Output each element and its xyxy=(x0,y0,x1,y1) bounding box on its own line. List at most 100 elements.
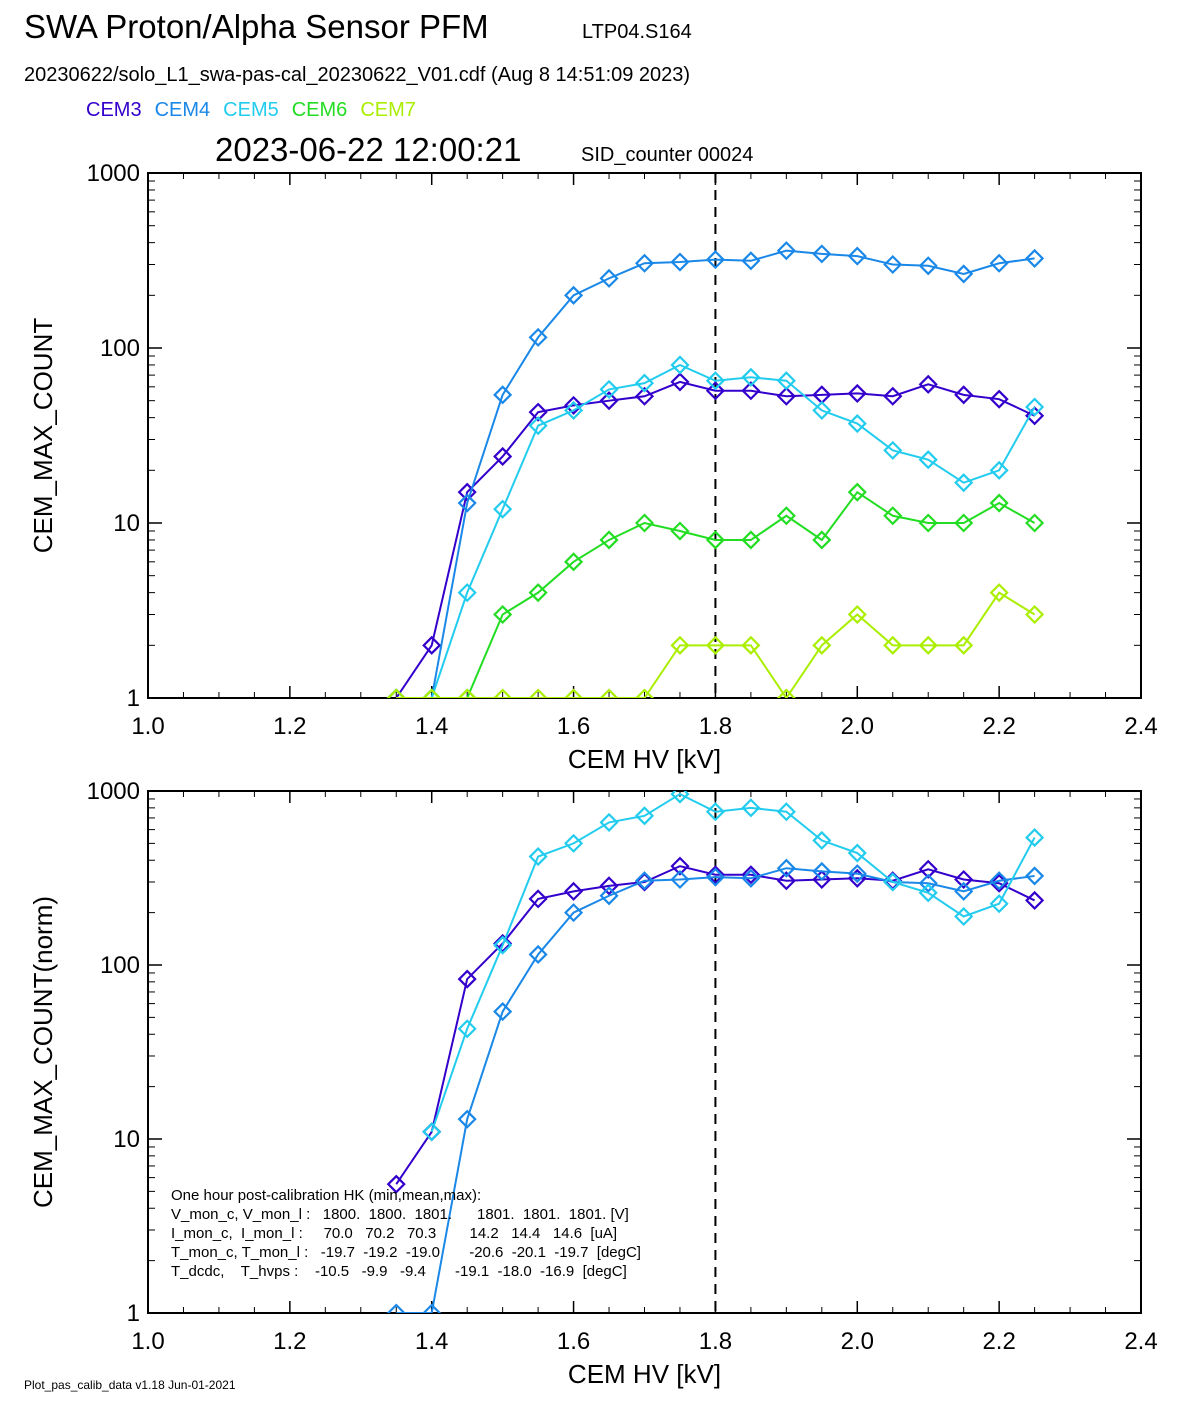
data-point xyxy=(776,871,796,891)
data-point xyxy=(847,414,867,434)
data-point xyxy=(670,355,690,375)
data-point xyxy=(776,858,796,878)
data-point xyxy=(741,251,761,271)
data-point xyxy=(989,871,1009,891)
data-point xyxy=(1025,890,1045,910)
data-point xyxy=(1025,406,1045,426)
data-point xyxy=(989,894,1009,914)
data-point xyxy=(741,381,761,401)
y-tick-label: 10 xyxy=(113,510,140,537)
data-point xyxy=(564,400,584,420)
legend-item-cem7: CEM7 xyxy=(360,99,416,121)
data-point xyxy=(599,379,619,399)
data-point xyxy=(422,1122,442,1142)
x-tick-label: 2.2 xyxy=(982,1328,1015,1355)
page-title: SWA Proton/Alpha Sensor PFM xyxy=(24,8,489,45)
data-point xyxy=(1025,513,1045,533)
footer: Plot_pas_calib_data v1.18 Jun-01-2021 xyxy=(24,1378,236,1392)
data-point xyxy=(918,883,938,903)
data-point xyxy=(989,583,1009,603)
data-point xyxy=(954,869,974,890)
data-point xyxy=(670,252,690,272)
data-point xyxy=(493,935,513,955)
data-point xyxy=(883,635,903,655)
data-point xyxy=(847,604,867,625)
plot-area xyxy=(386,173,1045,698)
data-point xyxy=(812,400,832,420)
data-point xyxy=(457,583,477,603)
x-tick-label: 1.8 xyxy=(699,713,732,740)
data-point xyxy=(528,416,548,436)
data-point xyxy=(812,869,832,890)
chart-cem-max-count: 1.0 1.2 1.4 1.6 1.8 2.0 2.2 2.4 1 10 100 1000 CEM HV… xyxy=(28,160,1158,774)
data-point xyxy=(954,881,974,901)
data-point xyxy=(705,371,725,391)
chart-cem-max-count-norm: 1.0 1.2 1.4 1.6 1.8 2.0 2.2 2.4 1 10 100 1000 CEM HV… xyxy=(28,778,1158,1389)
data-point xyxy=(918,513,938,533)
run-id: LTP04.S164 xyxy=(582,21,692,43)
data-point xyxy=(883,872,903,892)
y-tick-label: 1000 xyxy=(87,778,140,805)
legend-item-cem6: CEM6 xyxy=(291,99,348,121)
y-tick-label: 100 xyxy=(100,335,140,362)
data-point xyxy=(918,873,938,893)
data-point xyxy=(670,635,690,655)
hk-line: V_mon_c, V_mon_l : 1800. 1800. 1801. 180… xyxy=(171,1206,629,1223)
data-point xyxy=(1025,248,1045,268)
data-point xyxy=(564,881,584,901)
data-point xyxy=(705,865,725,885)
data-point xyxy=(670,869,690,890)
data-point xyxy=(883,506,903,526)
data-point xyxy=(493,688,513,698)
x-tick-label: 1.6 xyxy=(557,1328,590,1355)
data-point xyxy=(564,903,584,923)
series-cem7 xyxy=(386,583,1045,698)
data-point xyxy=(386,1303,406,1313)
data-point xyxy=(705,635,725,655)
data-point xyxy=(847,246,867,266)
data-point xyxy=(918,859,938,879)
series-line xyxy=(430,792,1036,1133)
data-point xyxy=(528,688,548,698)
data-point xyxy=(776,386,796,406)
plot-frame xyxy=(147,172,1142,699)
data-point xyxy=(564,395,584,415)
x-tick-label: 2.0 xyxy=(841,713,874,740)
data-point xyxy=(634,386,655,406)
y-axis-label: CEM_MAX_COUNT(norm) xyxy=(28,896,58,1208)
series-cem3 xyxy=(386,856,1045,1194)
data-point xyxy=(634,688,655,698)
x-axis-label: CEM HV [kV] xyxy=(568,1359,721,1389)
data-point xyxy=(386,688,406,698)
x-tick-label: 1.2 xyxy=(273,1328,306,1355)
data-point xyxy=(599,812,619,832)
data-point xyxy=(1025,828,1045,848)
y-tick-label: 10 xyxy=(113,1126,140,1153)
data-point xyxy=(564,285,584,305)
data-point xyxy=(918,374,938,394)
data-point xyxy=(493,1002,513,1022)
data-point xyxy=(528,846,548,867)
data-point xyxy=(528,327,548,347)
data-point xyxy=(457,1019,477,1039)
x-tick-label: 1.4 xyxy=(415,713,448,740)
series-line xyxy=(396,249,1035,698)
data-point xyxy=(776,506,796,526)
plot-area xyxy=(386,791,1045,1313)
data-point xyxy=(564,552,584,572)
data-point xyxy=(705,802,725,822)
x-tick-label: 2.4 xyxy=(1124,1328,1157,1355)
data-point xyxy=(705,530,725,550)
data-point xyxy=(989,389,1009,409)
data-point xyxy=(776,241,796,261)
data-point xyxy=(528,402,548,422)
data-point xyxy=(847,482,867,502)
data-point xyxy=(883,386,903,406)
data-point xyxy=(989,460,1009,480)
sid-counter: SID_counter 00024 xyxy=(581,144,754,166)
series-line xyxy=(396,363,1036,698)
legend-item-cem5: CEM5 xyxy=(223,99,279,121)
x-tick-label: 1.0 xyxy=(131,1328,164,1355)
hk-line: T_mon_c, T_mon_l : -19.7 -19.2 -19.0 -20… xyxy=(171,1244,641,1261)
timestamp: 2023-06-22 12:00:21 xyxy=(215,131,522,168)
